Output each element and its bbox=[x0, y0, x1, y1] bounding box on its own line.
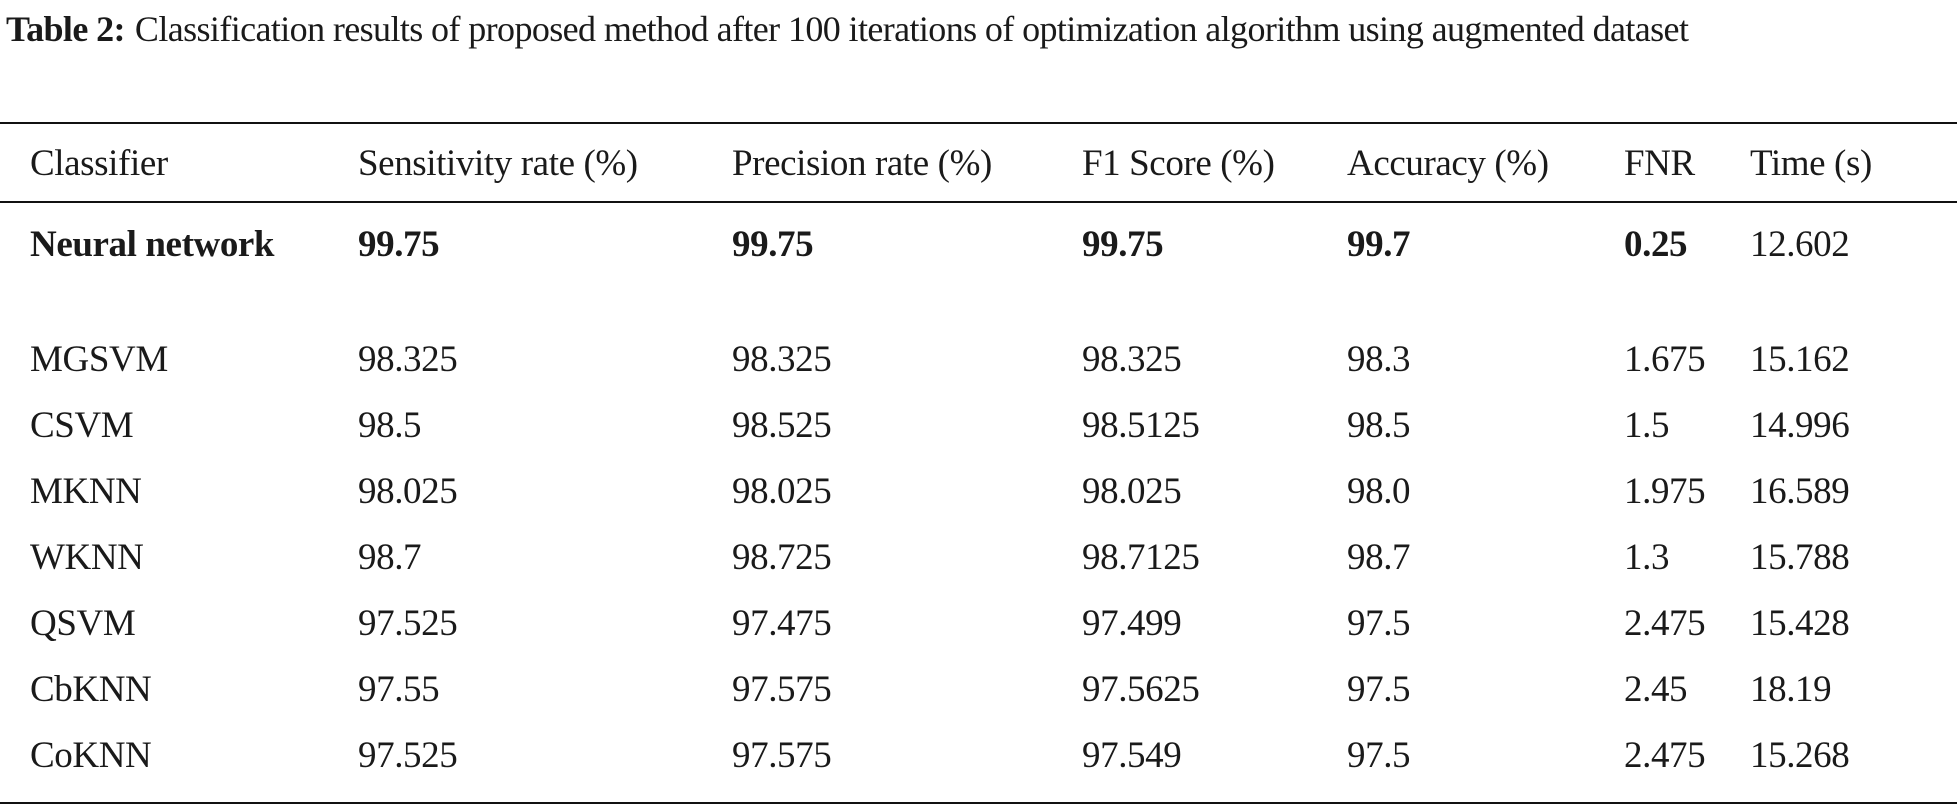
column-header-f1-score: F1 Score (%) bbox=[1082, 143, 1275, 184]
cell-sensitivity: 97.525 bbox=[358, 603, 458, 644]
cell-precision: 97.575 bbox=[732, 669, 832, 710]
cell-precision: 98.325 bbox=[732, 339, 832, 380]
column-header-precision: Precision rate (%) bbox=[732, 143, 992, 184]
cell-sensitivity: 97.55 bbox=[358, 669, 440, 710]
results-table: Classifier Sensitivity rate (%) Precisio… bbox=[0, 125, 1957, 795]
cell-sensitivity: 97.525 bbox=[358, 735, 458, 776]
cell-classifier: CoKNN bbox=[30, 735, 152, 776]
cell-time: 15.162 bbox=[1750, 339, 1850, 380]
cell-classifier: CbKNN bbox=[30, 669, 152, 710]
cell-fnr: 0.25 bbox=[1624, 224, 1688, 265]
header-rule bbox=[0, 201, 1957, 203]
cell-accuracy: 97.5 bbox=[1347, 735, 1411, 776]
cell-classifier: MKNN bbox=[30, 471, 142, 512]
cell-fnr: 2.475 bbox=[1624, 735, 1706, 776]
cell-accuracy: 98.3 bbox=[1347, 339, 1411, 380]
caption-text: Classification results of proposed metho… bbox=[134, 9, 1689, 49]
cell-precision: 99.75 bbox=[732, 224, 814, 265]
table-label: Table 2: bbox=[6, 9, 126, 49]
cell-fnr: 1.5 bbox=[1624, 405, 1670, 446]
cell-precision: 97.575 bbox=[732, 735, 832, 776]
cell-accuracy: 99.7 bbox=[1347, 224, 1411, 265]
cell-classifier: WKNN bbox=[30, 537, 144, 578]
cell-time: 15.428 bbox=[1750, 603, 1850, 644]
table-row: QSVM 97.525 97.475 97.499 97.5 2.475 15.… bbox=[0, 597, 1957, 663]
table-row: CoKNN 97.525 97.575 97.549 97.5 2.475 15… bbox=[0, 729, 1957, 795]
cell-accuracy: 98.7 bbox=[1347, 537, 1411, 578]
column-header-accuracy: Accuracy (%) bbox=[1347, 143, 1549, 184]
cell-classifier: MGSVM bbox=[30, 339, 168, 380]
table-row: CbKNN 97.55 97.575 97.5625 97.5 2.45 18.… bbox=[0, 663, 1957, 729]
cell-accuracy: 97.5 bbox=[1347, 603, 1411, 644]
table-row: MKNN 98.025 98.025 98.025 98.0 1.975 16.… bbox=[0, 465, 1957, 531]
cell-f1-score: 98.025 bbox=[1082, 471, 1182, 512]
table-row: MGSVM 98.325 98.325 98.325 98.3 1.675 15… bbox=[0, 333, 1957, 399]
cell-precision: 98.525 bbox=[732, 405, 832, 446]
cell-accuracy: 97.5 bbox=[1347, 669, 1411, 710]
cell-accuracy: 98.5 bbox=[1347, 405, 1411, 446]
table-caption: Table 2: Classification results of propos… bbox=[6, 2, 1956, 56]
table-row: CSVM 98.5 98.525 98.5125 98.5 1.5 14.996 bbox=[0, 399, 1957, 465]
cell-precision: 98.725 bbox=[732, 537, 832, 578]
cell-classifier: QSVM bbox=[30, 603, 136, 644]
top-rule bbox=[0, 122, 1957, 124]
column-header-sensitivity: Sensitivity rate (%) bbox=[358, 143, 638, 184]
table-row: WKNN 98.7 98.725 98.7125 98.7 1.3 15.788 bbox=[0, 531, 1957, 597]
cell-f1-score: 98.325 bbox=[1082, 339, 1182, 380]
cell-time: 15.788 bbox=[1750, 537, 1850, 578]
cell-f1-score: 99.75 bbox=[1082, 224, 1164, 265]
bottom-rule bbox=[0, 802, 1957, 804]
cell-time: 16.589 bbox=[1750, 471, 1850, 512]
cell-time: 15.268 bbox=[1750, 735, 1850, 776]
cell-fnr: 1.675 bbox=[1624, 339, 1706, 380]
cell-precision: 97.475 bbox=[732, 603, 832, 644]
cell-time: 14.996 bbox=[1750, 405, 1850, 446]
cell-time: 18.19 bbox=[1750, 669, 1832, 710]
cell-sensitivity: 98.7 bbox=[358, 537, 422, 578]
cell-f1-score: 97.549 bbox=[1082, 735, 1182, 776]
cell-f1-score: 98.5125 bbox=[1082, 405, 1200, 446]
cell-f1-score: 97.5625 bbox=[1082, 669, 1200, 710]
cell-f1-score: 98.7125 bbox=[1082, 537, 1200, 578]
cell-sensitivity: 98.5 bbox=[358, 405, 422, 446]
cell-sensitivity: 98.325 bbox=[358, 339, 458, 380]
cell-precision: 98.025 bbox=[732, 471, 832, 512]
cell-f1-score: 97.499 bbox=[1082, 603, 1182, 644]
cell-classifier: Neural network bbox=[30, 224, 275, 265]
cell-fnr: 2.45 bbox=[1624, 669, 1688, 710]
column-header-time: Time (s) bbox=[1750, 143, 1872, 184]
cell-sensitivity: 98.025 bbox=[358, 471, 458, 512]
cell-time: 12.602 bbox=[1750, 224, 1850, 265]
cell-fnr: 1.3 bbox=[1624, 537, 1670, 578]
cell-fnr: 1.975 bbox=[1624, 471, 1706, 512]
column-header-fnr: FNR bbox=[1624, 143, 1695, 184]
cell-fnr: 2.475 bbox=[1624, 603, 1706, 644]
table-row: Neural network 99.75 99.75 99.75 99.7 0.… bbox=[0, 203, 1957, 333]
header-row: Classifier Sensitivity rate (%) Precisio… bbox=[0, 125, 1957, 203]
cell-classifier: CSVM bbox=[30, 405, 134, 446]
column-header-classifier: Classifier bbox=[30, 143, 168, 184]
cell-accuracy: 98.0 bbox=[1347, 471, 1411, 512]
cell-sensitivity: 99.75 bbox=[358, 224, 440, 265]
